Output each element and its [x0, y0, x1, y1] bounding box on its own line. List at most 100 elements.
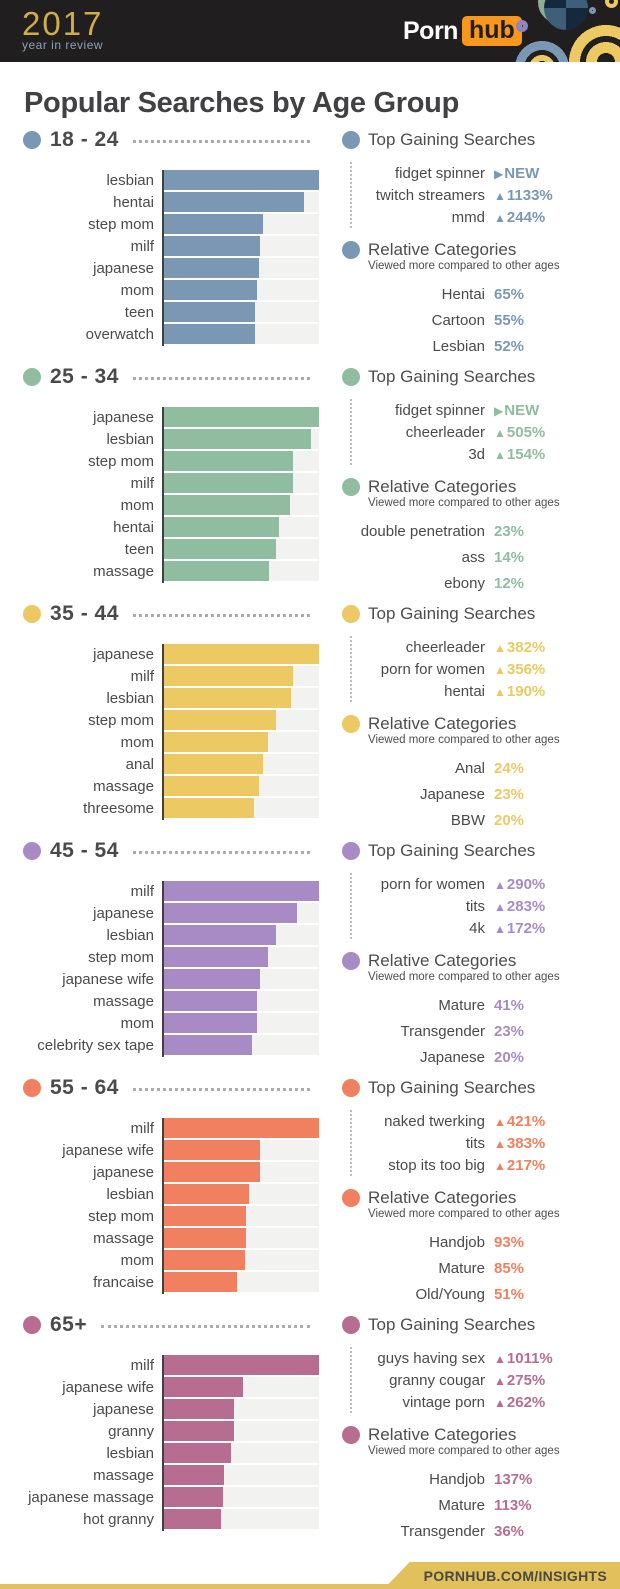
bar-label: lesbian [106, 431, 154, 448]
categories-list: Mature 41% Transgender 23% Japanese 20% [342, 992, 620, 1070]
up-arrow-icon: ▲ [494, 1351, 506, 1366]
bar [164, 495, 290, 515]
gaining-dot [342, 368, 360, 386]
gaining-value: ▲421% [494, 1113, 545, 1130]
gaining-value: ▲262% [494, 1394, 545, 1411]
bar-track [164, 881, 319, 901]
gaining-percent: 1011% [506, 1349, 553, 1367]
gaining-term: 3d [468, 445, 485, 463]
bar-track [164, 324, 319, 344]
age-label: 35 - 44 [50, 602, 119, 625]
bar-track [164, 1013, 319, 1033]
gaining-percent: 383% [506, 1134, 546, 1152]
gaining-value: ▶NEW [494, 402, 539, 419]
small-blue-ring-icon [589, 7, 596, 14]
dashed-divider [132, 613, 310, 617]
bar [164, 1443, 231, 1463]
bar-label: mom [120, 1252, 154, 1269]
gaining-term: twitch streamers [375, 186, 485, 204]
gaining-value: ▲172% [494, 920, 545, 937]
quadrant-circle-icon [544, 0, 588, 30]
category-percent: 14% [494, 548, 525, 566]
bar-track [164, 688, 319, 708]
age-label: 25 - 34 [50, 365, 119, 388]
bar-chart: lesbian hentai step mom milf japanese mom teen… [23, 170, 322, 346]
category-item: Anal 24% [342, 755, 620, 781]
bar-label: teen [124, 304, 154, 321]
bar [164, 1184, 250, 1204]
bar-track [164, 1272, 319, 1292]
bar-labels: japanese lesbian step mom milf mom hentai teen… [23, 407, 162, 583]
category-item: Lesbian 52% [342, 333, 620, 359]
gaining-value: ▶NEW [494, 165, 539, 182]
bar-labels: milf japanese lesbian step mom japanese wife… [23, 881, 162, 1057]
categories-dot [342, 1189, 360, 1207]
gaining-title: Top Gaining Searches [368, 1078, 536, 1097]
bar-chart: milf japanese lesbian step mom japanese wife… [23, 881, 322, 1057]
bar [164, 1035, 253, 1055]
dashed-divider [132, 139, 310, 143]
age-dot [23, 1079, 41, 1097]
blue-target-icon [514, 40, 570, 62]
category-item: ebony 12% [342, 570, 620, 596]
pornhub-logo: Porn hub [403, 16, 522, 46]
gaining-item: granny cougar ▲275% [342, 1369, 620, 1391]
bar-area [162, 881, 319, 1057]
bar-label: granny [108, 1423, 154, 1440]
bar-label: lesbian [106, 690, 154, 707]
gaining-item: mmd ▲244% [342, 206, 620, 228]
bar-label: japanese [93, 905, 154, 922]
category-name: Japanese [419, 1048, 485, 1066]
bar-track [164, 1509, 319, 1529]
category-name: ebony [444, 574, 485, 592]
bar [164, 1465, 225, 1485]
age-dot [23, 131, 41, 149]
gaining-list: guys having sex ▲1011% granny cougar ▲275% v… [342, 1347, 620, 1413]
bar [164, 236, 261, 256]
category-percent: 12% [494, 574, 525, 592]
bar-label: massage [93, 778, 154, 795]
categories-header: Relative Categories Viewed more compared… [342, 1425, 620, 1457]
bar [164, 925, 276, 945]
bar-track [164, 754, 319, 774]
bar-track [164, 1206, 319, 1226]
up-arrow-icon: ▲ [494, 1136, 506, 1151]
bar-track [164, 1421, 319, 1441]
dotted-connector [350, 873, 352, 939]
new-arrow-icon: ▶ [494, 166, 504, 181]
category-item: Mature 41% [342, 992, 620, 1018]
section-header: 65+ [23, 1313, 322, 1336]
bar-chart: milf japanese wife japanese lesbian step mom… [23, 1118, 322, 1294]
gaining-term: naked twerking [384, 1112, 485, 1130]
category-percent: 52% [494, 337, 525, 355]
gaining-title: Top Gaining Searches [368, 841, 536, 860]
bar [164, 473, 293, 493]
gaining-percent: 290% [506, 875, 546, 893]
bar-track [164, 991, 319, 1011]
section-header: 25 - 34 [23, 365, 322, 388]
bar-track [164, 170, 319, 190]
gaining-term: guys having sex [377, 1349, 485, 1367]
footer-insights-link[interactable]: PORNHUB.COM/INSIGHTS [383, 1562, 620, 1589]
categories-dot [342, 241, 360, 259]
up-arrow-icon: ▲ [494, 1114, 506, 1129]
bar-label: step mom [88, 453, 154, 470]
gaining-percent: 244% [506, 208, 546, 226]
gaining-item: porn for women ▲290% [342, 873, 620, 895]
gaining-item: vintage porn ▲262% [342, 1391, 620, 1413]
gaining-item: stop its too big ▲217% [342, 1154, 620, 1176]
category-name: Mature [438, 996, 485, 1014]
gaining-item: fidget spinner ▶NEW [342, 399, 620, 421]
bar-label: threesome [83, 800, 154, 817]
bar-track [164, 903, 319, 923]
dashed-divider [132, 376, 310, 380]
bar-label: anal [125, 756, 154, 773]
bar-track [164, 429, 319, 449]
bar [164, 170, 319, 190]
up-arrow-icon: ▲ [494, 921, 506, 936]
gaining-title: Top Gaining Searches [368, 130, 536, 149]
bar-label: teen [124, 541, 154, 558]
stats-column: Top Gaining Searches fidget spinner ▶NEW t… [322, 130, 620, 367]
bar [164, 1377, 244, 1397]
dotted-connector [350, 1347, 352, 1413]
